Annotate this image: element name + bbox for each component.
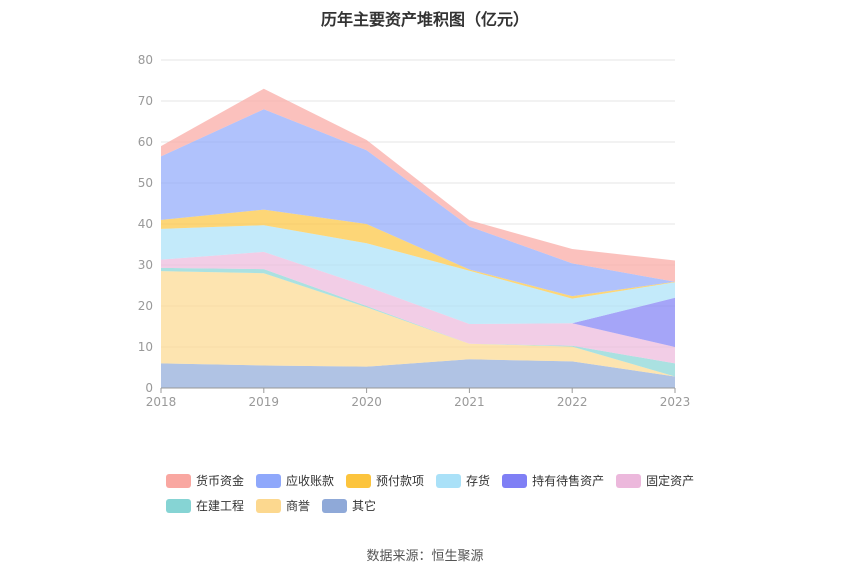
legend-item[interactable]: 商誉 bbox=[256, 497, 310, 514]
y-tick-label: 80 bbox=[138, 53, 153, 67]
y-tick-label: 50 bbox=[138, 176, 153, 190]
legend-label: 预付款项 bbox=[376, 474, 425, 488]
area-series bbox=[161, 88, 675, 388]
legend-swatch bbox=[166, 498, 191, 513]
legend-swatch bbox=[322, 498, 348, 513]
legend-label: 存货 bbox=[466, 474, 491, 488]
x-tick-label: 2023 bbox=[660, 395, 691, 409]
legend-row-2: 在建工程 商誉 其它 bbox=[166, 497, 726, 514]
y-tick-label: 20 bbox=[138, 299, 153, 313]
x-tick-label: 2019 bbox=[249, 395, 280, 409]
area-3[interactable] bbox=[161, 251, 675, 364]
legend-item[interactable]: 存货 bbox=[436, 472, 490, 489]
legend-swatch bbox=[346, 473, 372, 488]
legend-swatch bbox=[502, 473, 528, 488]
legend-swatch bbox=[436, 473, 462, 488]
area-6[interactable] bbox=[161, 209, 675, 299]
y-tick-label: 40 bbox=[138, 217, 153, 231]
legend-item[interactable]: 其它 bbox=[322, 497, 376, 514]
area-7[interactable] bbox=[161, 109, 675, 297]
y-tick-label: 30 bbox=[138, 258, 153, 272]
legend-item[interactable]: 货币资金 bbox=[166, 472, 244, 489]
legend-item[interactable]: 持有待售资产 bbox=[502, 472, 604, 489]
legend-item[interactable]: 固定资产 bbox=[616, 472, 694, 489]
legend-label: 货币资金 bbox=[196, 474, 245, 488]
legend-label: 商誉 bbox=[286, 499, 311, 513]
legend-label: 固定资产 bbox=[646, 474, 695, 488]
x-tick-label: 2022 bbox=[557, 395, 588, 409]
stacked-area-chart: 0 10 20 30 40 50 60 70 80 2018 2019 2020 2021 2022 202… bbox=[138, 53, 691, 409]
y-tick-label: 70 bbox=[138, 94, 153, 108]
legend-item[interactable]: 应收账款 bbox=[256, 472, 334, 489]
y-tick-label: 0 bbox=[145, 381, 153, 395]
y-tick-label: 10 bbox=[138, 340, 153, 354]
legend-label: 持有待售资产 bbox=[532, 474, 605, 488]
legend-item[interactable]: 预付款项 bbox=[346, 472, 424, 489]
legend-label: 其它 bbox=[352, 499, 377, 513]
area-0[interactable] bbox=[161, 359, 675, 388]
chart-title: 历年主要资产堆积图（亿元） bbox=[320, 10, 529, 29]
x-tick-label: 2021 bbox=[454, 395, 485, 409]
legend-swatch bbox=[166, 473, 191, 488]
legend: 货币资金 应收账款 预付款项 存货 持有待售资产 固定资产 在建工程 商誉 其它 bbox=[166, 472, 726, 522]
area-1[interactable] bbox=[161, 271, 675, 377]
legend-swatch bbox=[616, 473, 642, 488]
y-tick-label: 60 bbox=[138, 135, 153, 149]
axes: 0 10 20 30 40 50 60 70 80 2018 2019 2020 2021 2022 202… bbox=[138, 53, 691, 409]
legend-item[interactable]: 在建工程 bbox=[166, 497, 244, 514]
area-5[interactable] bbox=[161, 225, 675, 325]
x-tick-label: 2018 bbox=[146, 395, 177, 409]
area-8[interactable] bbox=[161, 88, 675, 282]
x-tick-label: 2020 bbox=[351, 395, 382, 409]
legend-swatch bbox=[256, 498, 282, 513]
legend-swatch bbox=[256, 473, 282, 488]
legend-label: 在建工程 bbox=[196, 499, 245, 513]
legend-row-1: 货币资金 应收账款 预付款项 存货 持有待售资产 固定资产 bbox=[166, 472, 726, 489]
legend-label: 应收账款 bbox=[286, 474, 335, 488]
data-source: 数据来源：恒生聚源 bbox=[366, 549, 484, 564]
